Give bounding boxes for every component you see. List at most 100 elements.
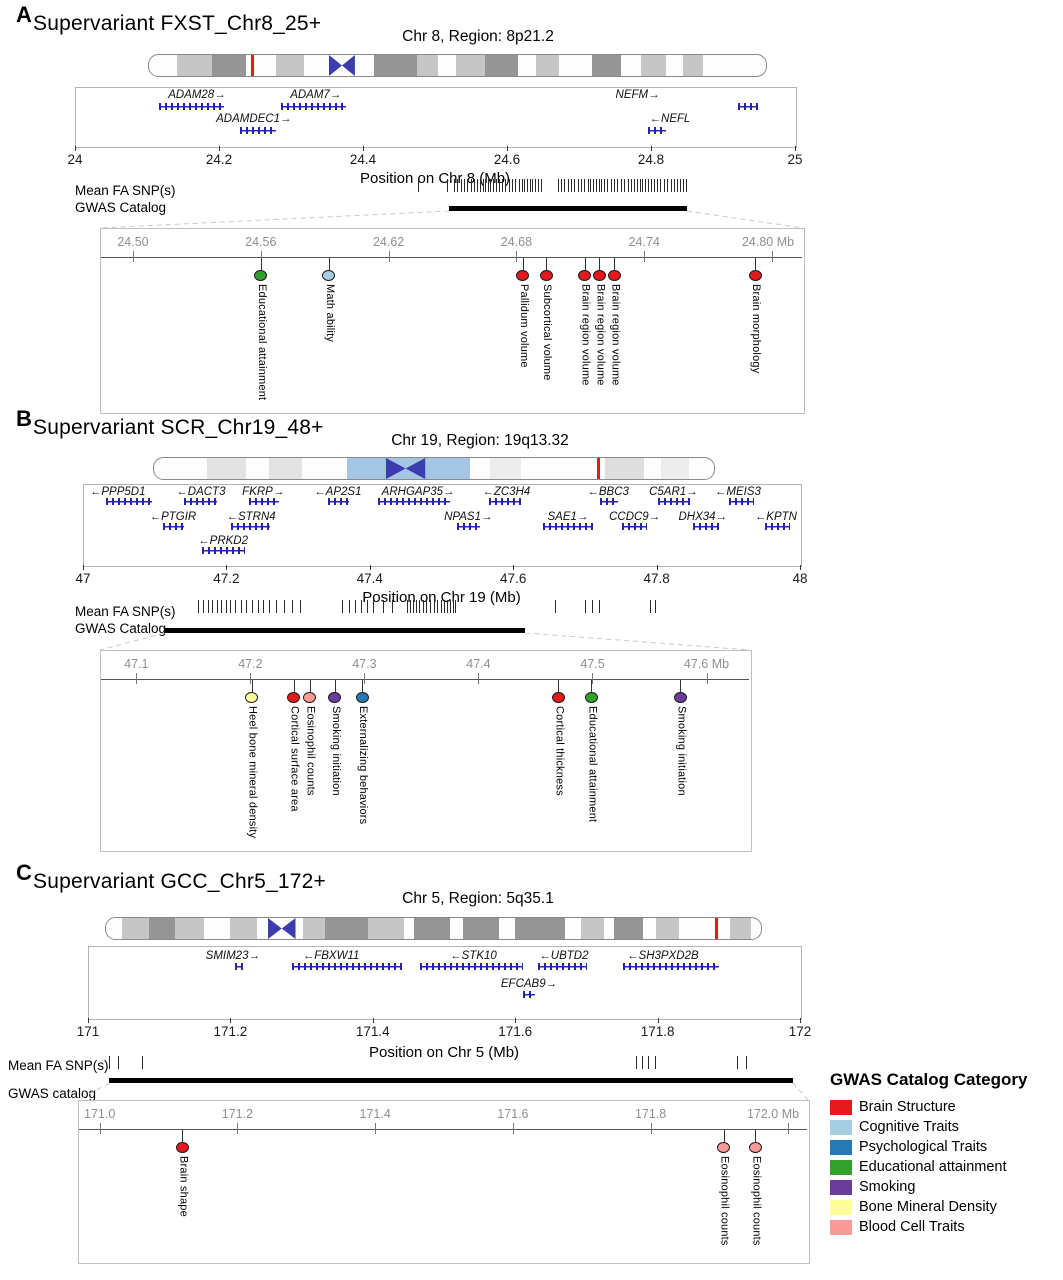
snp-tick xyxy=(647,179,649,192)
trait-label: Externalizing behaviors xyxy=(357,706,370,825)
gene-label: ←UBTD2 xyxy=(539,950,589,962)
axis-tick xyxy=(513,565,515,570)
gene-label: ←BBC3 xyxy=(587,486,629,498)
zoom-tick-label: 171.8 xyxy=(634,1107,667,1121)
legend-item-label: Smoking xyxy=(859,1179,916,1195)
trait-marker xyxy=(322,270,336,281)
zoom-tick-label: 172.0 Mb xyxy=(746,1107,800,1121)
snp-tick xyxy=(590,179,592,192)
snp-tick xyxy=(419,600,421,613)
axis-tick-label: 171.4 xyxy=(355,1024,390,1039)
snp-tick xyxy=(670,179,672,192)
legend-title: GWAS Catalog Category xyxy=(830,1070,1028,1089)
snp-tick xyxy=(463,179,465,192)
snp-tick xyxy=(276,600,278,613)
legend-color-swatch xyxy=(830,1159,852,1175)
supervariant-title: Supervariant FXST_Chr8_25+ xyxy=(33,12,322,35)
gene-label: ←STRN4 xyxy=(226,511,276,523)
snp-tick xyxy=(644,179,646,192)
snp-tick xyxy=(648,1056,650,1069)
snp-tick xyxy=(639,179,641,192)
gene-structure xyxy=(377,498,450,505)
trait-marker xyxy=(607,270,621,281)
snp-tick xyxy=(607,179,609,192)
snp-tick xyxy=(613,179,615,192)
ideogram-band xyxy=(580,918,604,939)
trait-label: Eosinophil counts xyxy=(750,1156,763,1246)
zoom-axis-tick xyxy=(388,251,390,262)
snp-tick xyxy=(532,179,534,192)
axis-tick xyxy=(507,146,508,151)
snp-tick xyxy=(633,179,635,192)
snp-tick xyxy=(391,600,393,613)
gene-label: ←NEFL xyxy=(649,113,691,125)
zoom-panel: 24.50 24.56 24.62 24.68 24.74 24.80 Mb Educati… xyxy=(100,228,805,414)
snp-tick xyxy=(354,600,356,613)
axis-tick-label: 48 xyxy=(792,571,808,586)
zoom-tick-label: 24.74 xyxy=(628,235,660,249)
snp-tick xyxy=(518,179,520,192)
gene-label: ←STK10 xyxy=(450,950,497,962)
snp-tick xyxy=(598,179,600,192)
snp-tick xyxy=(617,179,619,192)
gene-label: ←KPTN xyxy=(754,511,797,523)
ideogram-band xyxy=(729,918,752,939)
snp-tick xyxy=(524,179,526,192)
snp-tick xyxy=(251,600,253,613)
ideogram-marker-line xyxy=(596,458,600,479)
snp-tick xyxy=(263,600,265,613)
gene-label: ←PTGIR xyxy=(149,511,197,523)
trait-marker xyxy=(175,1142,189,1153)
gene-label: FKRP→ xyxy=(242,486,285,498)
axis-tick xyxy=(372,1018,374,1023)
snp-tick xyxy=(473,179,475,192)
supervariant-title: Supervariant SCR_Chr19_48+ xyxy=(33,416,324,439)
ideogram-band xyxy=(325,918,368,939)
gene-label: ←ZC3H4 xyxy=(482,486,531,498)
legend-color-swatch xyxy=(830,1219,852,1235)
gene-structure xyxy=(621,523,647,530)
gene-structure xyxy=(281,103,346,110)
zoom-axis-tick xyxy=(788,1123,790,1134)
gene-structure xyxy=(420,963,524,970)
gene-structure xyxy=(327,498,350,505)
ideogram-band xyxy=(592,55,621,76)
lollipop-stem xyxy=(755,258,756,271)
gene-label: SAE1→ xyxy=(547,511,589,523)
snp-tick xyxy=(595,179,597,192)
axis-tick-label: 171.8 xyxy=(640,1024,675,1039)
gene-structure xyxy=(456,523,480,530)
snp-tick xyxy=(212,600,214,613)
snp-tick xyxy=(537,179,539,192)
trait-marker xyxy=(516,270,530,281)
snp-tick xyxy=(604,179,606,192)
axis-tick-label: 24.8 xyxy=(637,152,665,167)
ideogram-band xyxy=(230,918,257,939)
trait-marker xyxy=(254,270,268,281)
gene-structure xyxy=(202,547,246,554)
snp-tick xyxy=(409,600,411,613)
ideogram-band xyxy=(490,458,521,479)
gene-structure xyxy=(765,523,791,530)
ideogram-band xyxy=(485,55,518,76)
snp-tick xyxy=(449,600,451,613)
axis-tick-label: 25 xyxy=(787,152,803,167)
axis-tick-label: 171.6 xyxy=(498,1024,533,1039)
snp-tick xyxy=(235,600,237,613)
gene-track: ←PPP5D1 ←DACT3 FKRP→ ←AP2S1 ARHGAP35→ ←ZC3H4 ←… xyxy=(83,484,802,567)
snp-tick xyxy=(455,600,457,613)
snp-tick xyxy=(660,179,662,192)
axis-tick-label: 24 xyxy=(67,152,83,167)
trait-marker xyxy=(748,270,762,281)
legend-item-label: Brain Structure xyxy=(859,1099,956,1115)
legend-color-swatch xyxy=(830,1119,852,1135)
zoom-axis-tick xyxy=(650,1123,652,1134)
gene-label: CCDC9→ xyxy=(609,511,661,523)
snp-tick xyxy=(561,179,562,192)
legend-item-label: Cognitive Traits xyxy=(859,1119,959,1135)
snp-tick xyxy=(476,179,478,192)
zoom-tick-label: 24.50 xyxy=(117,235,149,249)
lollipop-stem xyxy=(584,258,586,271)
lollipop-stem xyxy=(755,1130,757,1143)
snp-tick xyxy=(383,600,385,613)
